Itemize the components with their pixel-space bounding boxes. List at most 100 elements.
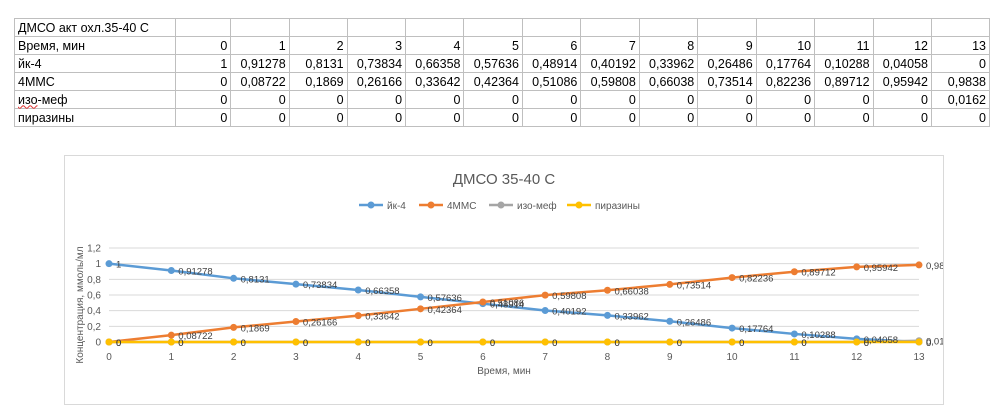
table-row: Время, мин 0 1 2 3 4 5 6 7 8 9 10 11 12 13 <box>14 36 990 55</box>
table-cell[interactable]: 0 <box>697 108 757 127</box>
table-cell[interactable]: 1 <box>230 36 290 55</box>
table-cell[interactable] <box>346 18 407 37</box>
table-cell[interactable]: 0 <box>174 90 232 109</box>
row-label-cell[interactable]: изо-меф <box>14 90 176 109</box>
table-cell[interactable]: 0 <box>230 108 290 127</box>
table-cell[interactable]: 0,9838 <box>930 72 990 91</box>
table-cell[interactable]: 0 <box>521 90 582 109</box>
table-cell[interactable]: 0 <box>697 90 757 109</box>
table-cell[interactable] <box>638 18 699 37</box>
table-cell[interactable]: 0 <box>638 108 699 127</box>
chart-area[interactable]: ДМСО 35-40 С йк-4 4ММС изо-меф пиразины 0 0,2 0… <box>64 155 944 405</box>
table-cell[interactable]: 9 <box>697 36 757 55</box>
table-cell[interactable]: 0,26166 <box>346 72 407 91</box>
table-cell[interactable]: 0,08722 <box>230 72 290 91</box>
table-cell[interactable]: 0,8131 <box>288 54 348 73</box>
table-cell[interactable]: 0,48914 <box>521 54 582 73</box>
table-cell[interactable]: 0,51086 <box>521 72 582 91</box>
table-cell[interactable]: 0,10288 <box>814 54 874 73</box>
table-cell[interactable]: 0,0162 <box>930 90 990 109</box>
table-cell[interactable] <box>405 18 465 37</box>
table-title-cell[interactable]: ДМСО акт охл.35-40 С <box>14 18 176 37</box>
table-cell[interactable] <box>930 18 990 37</box>
table-cell[interactable]: 0,57636 <box>463 54 523 73</box>
table-cell[interactable]: 0 <box>288 108 348 127</box>
table-cell[interactable]: 13 <box>930 36 990 55</box>
table-cell[interactable]: 0,73834 <box>346 54 407 73</box>
table-cell[interactable] <box>230 18 290 37</box>
x-tick-label: 12 <box>851 352 863 363</box>
table-cell[interactable]: 0 <box>814 90 874 109</box>
table-cell[interactable] <box>463 18 523 37</box>
data-label: 0 <box>116 338 121 349</box>
table-cell[interactable] <box>814 18 874 37</box>
table-cell[interactable]: 1 <box>174 54 232 73</box>
table-cell[interactable] <box>697 18 757 37</box>
table-cell[interactable]: 8 <box>638 36 699 55</box>
table-cell[interactable]: 0 <box>174 108 232 127</box>
table-cell[interactable]: 0,1869 <box>288 72 348 91</box>
table-cell[interactable] <box>521 18 582 37</box>
table-cell[interactable] <box>872 18 932 37</box>
table-cell[interactable]: 6 <box>521 36 582 55</box>
table-cell[interactable]: 7 <box>580 36 640 55</box>
table-cell[interactable]: 11 <box>814 36 874 55</box>
table-cell[interactable]: 10 <box>755 36 816 55</box>
table-cell[interactable]: 0 <box>755 108 816 127</box>
table-cell[interactable]: 0 <box>814 108 874 127</box>
table-cell[interactable]: 0 <box>174 36 232 55</box>
data-label: 0 <box>428 338 433 349</box>
table-cell[interactable]: 0 <box>872 90 932 109</box>
table-cell[interactable]: 0,17764 <box>755 54 816 73</box>
data-label: 0 <box>864 338 869 349</box>
table-cell[interactable]: 0 <box>638 90 699 109</box>
table-cell[interactable]: 0,89712 <box>814 72 874 91</box>
row-label-cell[interactable]: 4ММС <box>14 72 176 91</box>
table-cell[interactable]: 0 <box>521 108 582 127</box>
table-cell[interactable]: 0 <box>463 108 523 127</box>
table-cell[interactable]: 0,91278 <box>230 54 290 73</box>
table-cell[interactable] <box>580 18 640 37</box>
table-cell[interactable]: 0,33962 <box>638 54 699 73</box>
table-cell[interactable]: 0,59808 <box>580 72 640 91</box>
x-tick-label: 1 <box>169 352 175 363</box>
table-cell[interactable]: 0 <box>580 108 640 127</box>
table-cell[interactable]: 0,73514 <box>697 72 757 91</box>
table-cell[interactable] <box>288 18 348 37</box>
x-tick-label: 13 <box>913 352 925 363</box>
table-cell[interactable]: 0 <box>174 72 232 91</box>
table-cell[interactable]: 0 <box>755 90 816 109</box>
table-cell[interactable]: 0 <box>346 90 407 109</box>
table-cell[interactable]: 0,82236 <box>755 72 816 91</box>
table-cell[interactable]: 0 <box>463 90 523 109</box>
row-label-cell[interactable]: йк-4 <box>14 54 176 73</box>
table-cell[interactable]: 0 <box>930 108 990 127</box>
table-cell[interactable]: 3 <box>346 36 407 55</box>
table-cell[interactable]: 4 <box>405 36 465 55</box>
table-cell[interactable]: 0 <box>930 54 990 73</box>
table-cell[interactable] <box>174 18 232 37</box>
table-cell[interactable]: 0 <box>230 90 290 109</box>
table-cell[interactable]: 0,33642 <box>405 72 465 91</box>
table-cell[interactable] <box>755 18 816 37</box>
table-cell[interactable]: 2 <box>288 36 348 55</box>
table-cell[interactable]: 0,04058 <box>872 54 932 73</box>
table-cell[interactable]: 0,66038 <box>638 72 699 91</box>
table-cell[interactable]: 0,42364 <box>463 72 523 91</box>
table-cell[interactable]: 0,66358 <box>405 54 465 73</box>
table-cell[interactable]: 0 <box>580 90 640 109</box>
table-cell[interactable]: 12 <box>872 36 932 55</box>
table-cell[interactable]: 0 <box>405 90 465 109</box>
row-label-cell[interactable]: Время, мин <box>14 36 176 55</box>
row-label-cell[interactable]: пиразины <box>14 108 176 127</box>
table-cell[interactable]: 0 <box>346 108 407 127</box>
table-cell[interactable]: 0 <box>872 108 932 127</box>
table-cell[interactable]: 0,26486 <box>697 54 757 73</box>
table-cell[interactable]: 0 <box>288 90 348 109</box>
table-cell[interactable]: 0,95942 <box>872 72 932 91</box>
table-cell[interactable]: 0,40192 <box>580 54 640 73</box>
table-cell[interactable]: 0 <box>405 108 465 127</box>
table-cell[interactable]: 5 <box>463 36 523 55</box>
data-point <box>105 260 113 268</box>
data-point <box>230 323 238 331</box>
